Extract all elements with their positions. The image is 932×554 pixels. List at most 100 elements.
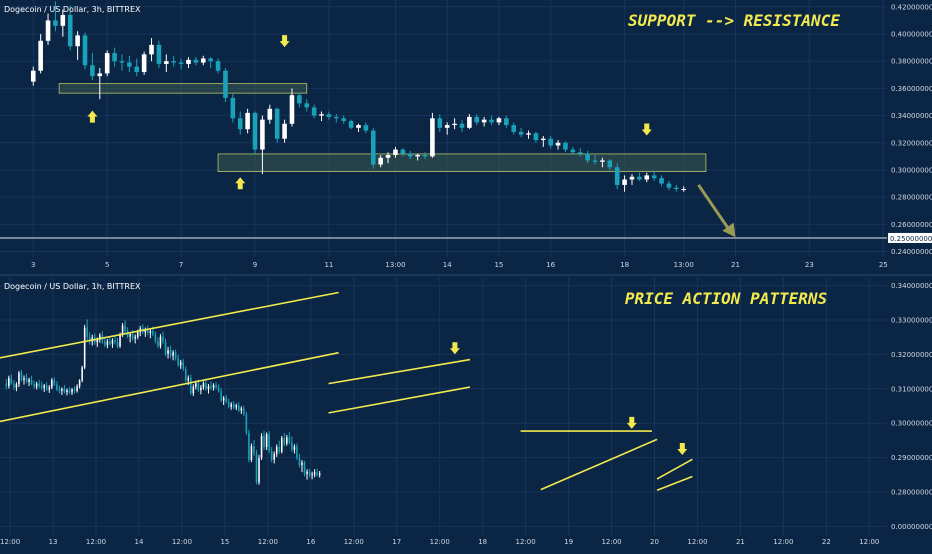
candle-body <box>162 336 164 342</box>
x-tick-label: 12:00 <box>172 538 192 546</box>
y-tick-label: 0.28000000 <box>891 489 932 497</box>
candle-body <box>235 405 238 408</box>
candle-body <box>313 472 316 475</box>
y-tick-label: 0.32000000 <box>891 351 932 359</box>
candle-body <box>186 59 191 64</box>
candle-body <box>134 336 136 339</box>
candle-body <box>265 434 268 447</box>
x-tick-label: 12:00 <box>344 538 364 546</box>
candle-body <box>407 153 413 157</box>
candle-body <box>278 446 281 452</box>
candle-body <box>341 118 347 122</box>
candle-body <box>178 62 184 64</box>
symbol-label: Dogecoin / US Dollar, 3h, BITTREX <box>4 5 141 14</box>
y-tick-label: 0.24000000 <box>891 248 932 256</box>
candle-body <box>25 378 28 382</box>
candle-body <box>90 65 95 77</box>
candle-body <box>197 383 200 391</box>
candle-body <box>116 342 119 347</box>
candle-body <box>518 131 524 135</box>
candle-body <box>136 331 139 337</box>
x-tick-label: 18 <box>620 261 629 269</box>
candle-body <box>164 341 167 355</box>
candle-body <box>253 445 255 454</box>
candle-body <box>283 437 286 444</box>
candle-body <box>334 116 339 119</box>
candle-body <box>348 121 354 128</box>
candle-body <box>129 334 131 337</box>
candle-body <box>78 380 81 387</box>
candle-body <box>275 446 278 454</box>
candle-body <box>51 379 53 388</box>
candle-body <box>71 389 73 393</box>
candle-body <box>240 408 243 411</box>
candle-body <box>430 118 435 157</box>
x-tick-label: 21 <box>736 538 745 546</box>
candle-body <box>18 372 20 385</box>
candle-body <box>311 474 313 476</box>
candle-body <box>318 473 321 476</box>
x-tick-label: 20 <box>650 538 659 546</box>
candle-body <box>127 62 132 67</box>
candle-body <box>437 118 443 128</box>
candle-body <box>378 157 383 165</box>
x-tick-label: 12:00 <box>258 538 278 546</box>
arrow-up-icon <box>87 110 98 123</box>
candle-body <box>28 379 30 382</box>
candle-body <box>121 325 124 335</box>
candle-body <box>157 341 159 347</box>
y-tick-label: 0.30000000 <box>891 420 932 428</box>
candle-body <box>200 58 206 63</box>
candle-body <box>53 379 56 385</box>
candle-body <box>114 340 116 343</box>
candle-body <box>489 119 494 123</box>
arrow-up-icon <box>235 177 246 190</box>
candle-body <box>56 384 58 390</box>
x-tick-label: 16 <box>546 261 555 269</box>
candle-body <box>179 362 182 366</box>
candle-body <box>400 149 406 154</box>
candle-body <box>288 437 291 443</box>
candle-body <box>13 383 15 388</box>
candle-body <box>97 73 103 77</box>
candle-body <box>237 118 243 130</box>
candle-body <box>282 123 287 139</box>
candle-body <box>540 138 546 141</box>
candle-body <box>651 175 657 179</box>
trendline-channel-upper <box>0 291 339 359</box>
panel-top[interactable]: 0.42000000 0.40000000 0.38000000 0.36000000… <box>0 0 932 269</box>
candle-body <box>159 336 162 347</box>
candle-body <box>15 384 18 388</box>
candle-body <box>192 386 195 394</box>
candle-body <box>459 123 465 128</box>
candle-body <box>356 125 361 128</box>
candle-body <box>452 123 457 126</box>
candle-body <box>248 432 250 461</box>
candle-body <box>171 61 176 63</box>
candle-body <box>600 160 605 162</box>
arrow-down-icon <box>626 416 637 429</box>
candle-body <box>141 54 147 73</box>
candle-body <box>306 471 308 475</box>
x-tick-label: 18 <box>478 538 487 546</box>
trendline-wedge-upper <box>656 458 693 480</box>
y-tick-label: 0.38000000 <box>891 58 932 66</box>
candle-body <box>207 386 210 390</box>
x-tick-label: 16 <box>306 538 315 546</box>
panel-bottom[interactable]: 0.34000000 0.33000000 0.32000000 0.31000000… <box>0 277 932 546</box>
candle-body <box>202 382 205 388</box>
symbol-label: Dogecoin / US Dollar, 1h, BITTREX <box>4 282 141 291</box>
candle-body <box>230 404 233 407</box>
arrow-down-icon <box>449 342 460 355</box>
candle-body <box>45 20 51 41</box>
candle-body <box>220 391 222 401</box>
candle-body <box>10 378 13 384</box>
candle-body <box>607 160 613 168</box>
candle-body <box>76 386 78 391</box>
trendline-wedge-lower <box>656 475 693 492</box>
candle-body <box>238 405 240 411</box>
candle-body <box>570 149 576 153</box>
candle-body <box>212 385 215 388</box>
candle-body <box>205 382 207 390</box>
